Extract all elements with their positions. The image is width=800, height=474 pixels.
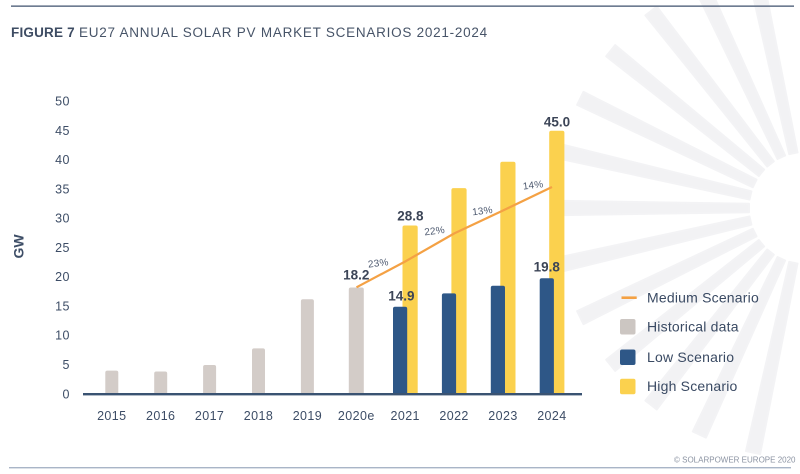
svg-text:18.2: 18.2: [343, 268, 369, 283]
svg-text:2024: 2024: [537, 409, 566, 423]
svg-text:14%: 14%: [522, 179, 544, 192]
svg-text:2017: 2017: [195, 409, 224, 423]
svg-text:5: 5: [63, 358, 70, 372]
svg-text:23%: 23%: [367, 257, 389, 270]
svg-text:GW: GW: [11, 234, 27, 259]
svg-text:High Scenario: High Scenario: [647, 378, 738, 394]
svg-text:2022: 2022: [439, 409, 468, 423]
svg-text:2018: 2018: [244, 409, 273, 423]
svg-text:Low Scenario: Low Scenario: [647, 349, 734, 365]
svg-text:2015: 2015: [97, 409, 126, 423]
svg-text:14.9: 14.9: [388, 288, 414, 303]
svg-text:45.0: 45.0: [544, 115, 570, 130]
svg-text:30: 30: [55, 212, 70, 226]
svg-text:10: 10: [55, 329, 70, 343]
svg-text:2016: 2016: [146, 409, 175, 423]
svg-text:Historical data: Historical data: [647, 319, 739, 335]
svg-text:0: 0: [63, 387, 70, 401]
svg-text:2021: 2021: [390, 409, 419, 423]
svg-text:19.8: 19.8: [534, 260, 561, 275]
svg-text:2023: 2023: [488, 409, 517, 423]
svg-text:40: 40: [55, 153, 70, 167]
svg-text:35: 35: [55, 182, 70, 196]
svg-text:50: 50: [55, 95, 70, 109]
svg-text:22%: 22%: [424, 225, 446, 238]
svg-text:20: 20: [55, 270, 70, 284]
svg-text:45: 45: [55, 124, 70, 138]
svg-text:2019: 2019: [293, 409, 322, 423]
svg-text:© SOLARPOWER EUROPE 2020: © SOLARPOWER EUROPE 2020: [674, 456, 796, 465]
svg-text:2020e: 2020e: [338, 409, 375, 423]
svg-text:13%: 13%: [472, 205, 494, 218]
svg-text:25: 25: [55, 241, 70, 255]
svg-text:15: 15: [55, 300, 70, 314]
svg-text:28.8: 28.8: [397, 208, 424, 223]
svg-text:Medium Scenario: Medium Scenario: [647, 290, 759, 306]
